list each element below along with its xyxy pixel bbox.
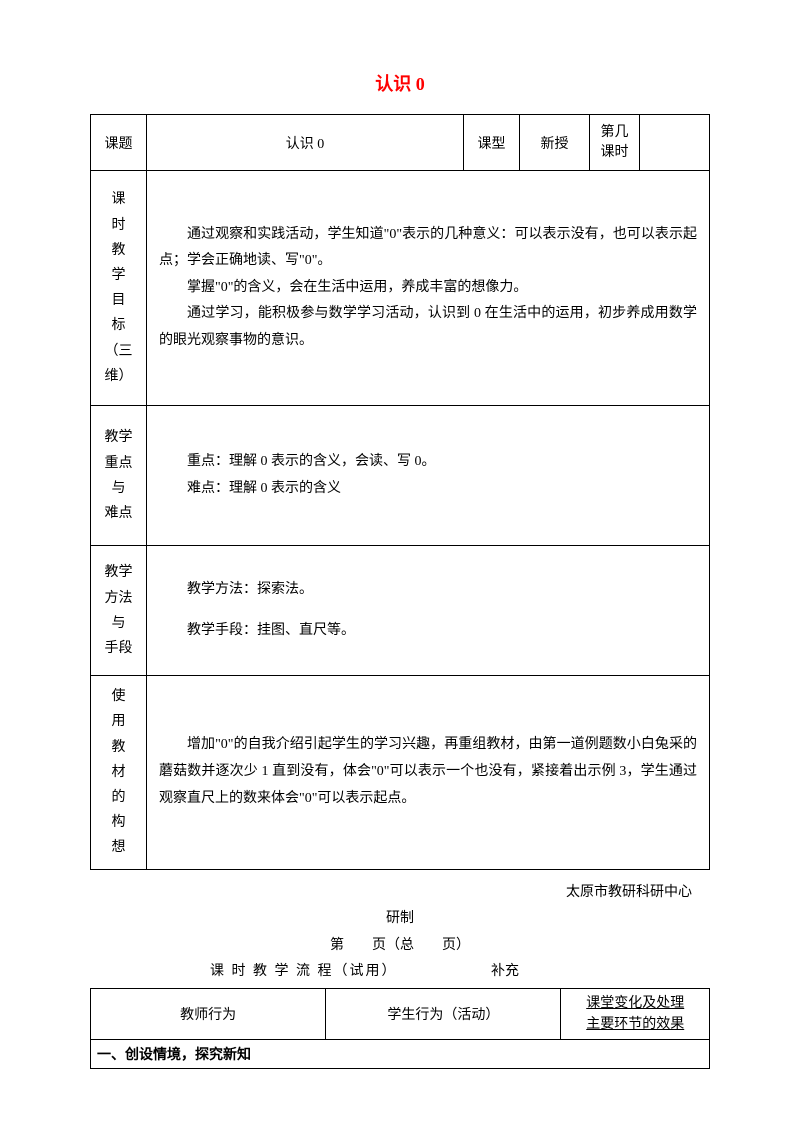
footer-block: 太原市教研科研中心 研制 第 页（总 页） 课 时 教 学 流 程（试用） 补充 (90, 880, 710, 986)
keypoints-label: 教学 重点 与 难点 (91, 406, 147, 546)
methods-label: 教学 方法 与 手段 (91, 546, 147, 676)
header-topic-value: 认识 0 (147, 115, 464, 171)
row-objectives: 课 时 教 学 目 标 （三维） 通过观察和实践活动，学生知道"0"表示的几种意… (91, 171, 710, 406)
footer-org: 太原市教研科研中心 (90, 880, 710, 907)
header-type-label: 课型 (464, 115, 520, 171)
footer-flow-line: 课 时 教 学 流 程（试用） 补充 (90, 959, 710, 986)
materials-content: 增加"0"的自我介绍引起学生的学习兴趣，再重组教材，由第一道例题数小白兔采的蘑菇… (147, 676, 710, 869)
row-keypoints: 教学 重点 与 难点 重点：理解 0 表示的含义，会读、写 0。 难点：理解 0… (91, 406, 710, 546)
header-topic-label: 课题 (91, 115, 147, 171)
row-materials: 使 用 教 材 的 构 想 增加"0"的自我介绍引起学生的学习兴趣，再重组教材，… (91, 676, 710, 869)
objectives-label: 课 时 教 学 目 标 （三维） (91, 171, 147, 406)
materials-label: 使 用 教 材 的 构 想 (91, 676, 147, 869)
flow-section-heading: 一、创设情境，探究新知 (91, 1039, 710, 1068)
header-type-value: 新授 (520, 115, 590, 171)
methods-content: 教学方法：探索法。 教学手段：挂图、直尺等。 (147, 546, 710, 676)
page-title: 认识 0 (90, 70, 710, 96)
flow-table: 教师行为 学生行为（活动） 课堂变化及处理 主要环节的效果 一、创设情境，探究新… (90, 988, 710, 1069)
keypoints-p1: 重点：理解 0 表示的含义，会读、写 0。 (159, 449, 697, 476)
objectives-p3: 通过学习，能积极参与数学学习活动，认识到 0 在生活中的运用，初步养成用数学的眼… (159, 301, 697, 354)
methods-p1: 教学方法：探索法。 (159, 577, 697, 604)
keypoints-p2: 难点：理解 0 表示的含义 (159, 476, 697, 503)
flow-col-student: 学生行为（活动） (326, 988, 561, 1039)
flow-section-row: 一、创设情境，探究新知 (91, 1039, 710, 1068)
footer-supp: 补充 (491, 959, 519, 986)
footer-page: 第 页（总 页） (90, 933, 710, 960)
footer-made: 研制 (90, 906, 710, 933)
objectives-content: 通过观察和实践活动，学生知道"0"表示的几种意义：可以表示没有，也可以表示起点；… (147, 171, 710, 406)
keypoints-content: 重点：理解 0 表示的含义，会读、写 0。 难点：理解 0 表示的含义 (147, 406, 710, 546)
materials-p1: 增加"0"的自我介绍引起学生的学习兴趣，再重组教材，由第一道例题数小白兔采的蘑菇… (159, 732, 697, 812)
methods-p2: 教学手段：挂图、直尺等。 (159, 618, 697, 645)
header-period-value (640, 115, 710, 171)
footer-flow-label: 课 时 教 学 流 程（试用） (210, 959, 398, 986)
header-row: 课题 认识 0 课型 新授 第几课时 (91, 115, 710, 171)
row-methods: 教学 方法 与 手段 教学方法：探索法。 教学手段：挂图、直尺等。 (91, 546, 710, 676)
header-period-label: 第几课时 (590, 115, 640, 171)
lesson-plan-table: 课题 认识 0 课型 新授 第几课时 课 时 教 学 目 标 （三维） 通过观察… (90, 114, 710, 870)
objectives-p2: 掌握"0"的含义，会在生活中运用，养成丰富的想像力。 (159, 275, 697, 302)
flow-header-row: 教师行为 学生行为（活动） 课堂变化及处理 主要环节的效果 (91, 988, 710, 1039)
flow-col-effect: 课堂变化及处理 主要环节的效果 (561, 988, 710, 1039)
flow-col-teacher: 教师行为 (91, 988, 326, 1039)
objectives-p1: 通过观察和实践活动，学生知道"0"表示的几种意义：可以表示没有，也可以表示起点；… (159, 222, 697, 275)
